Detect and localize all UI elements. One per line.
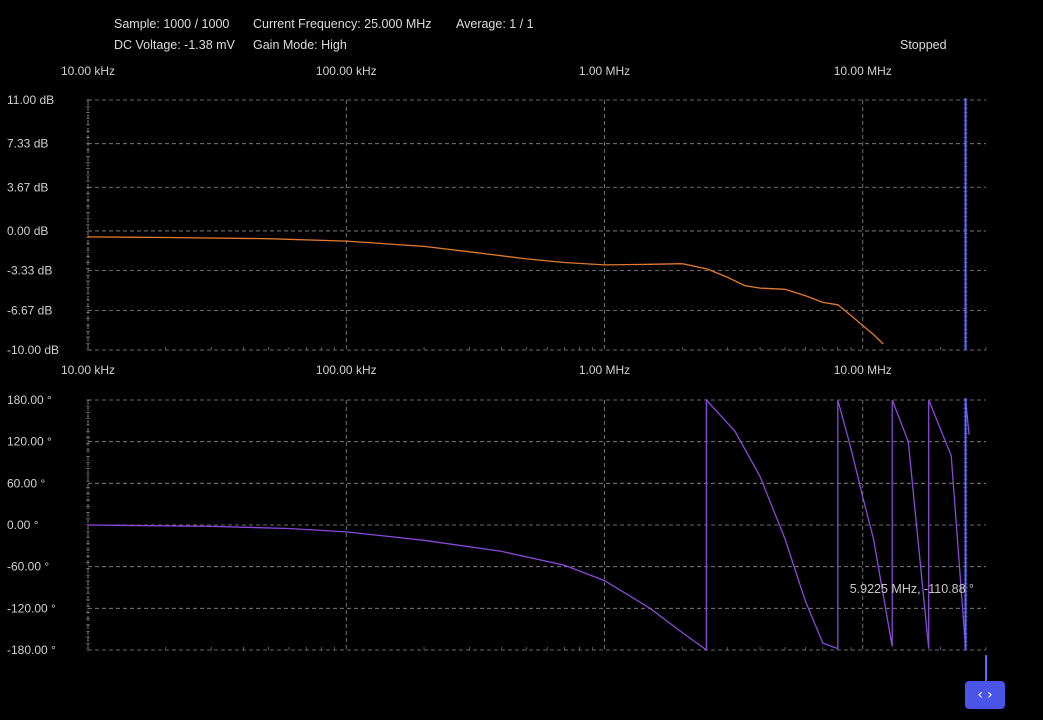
magnitude-x-tick-label: 1.00 MHz	[579, 64, 630, 78]
phase-y-tick-label: -120.00 °	[7, 601, 56, 615]
phase-y-tick-label: 120.00 °	[7, 435, 52, 449]
magnitude-y-tick-label: -10.00 dB	[7, 343, 59, 357]
phase-x-tick-label: 100.00 kHz	[316, 363, 377, 377]
magnitude-x-tick-label: 10.00 kHz	[61, 64, 115, 78]
phase-y-tick-label: 180.00 °	[7, 393, 52, 407]
sample-counter: Sample: 1000 / 1000	[114, 17, 230, 31]
magnitude-y-tick-label: 0.00 dB	[7, 224, 48, 238]
phase-trace	[87, 398, 970, 652]
dc-voltage: DC Voltage: -1.38 mV	[114, 38, 235, 52]
magnitude-trace	[87, 236, 884, 345]
gain-mode: Gain Mode: High	[253, 38, 347, 52]
phase-x-tick-label: 1.00 MHz	[579, 363, 630, 377]
magnitude-y-tick-label: -6.67 dB	[7, 303, 52, 317]
cursor-readout: 5.9225 MHz, -110.88 °	[850, 582, 974, 596]
phase-y-tick-label: -60.00 °	[7, 560, 49, 574]
magnitude-x-tick-label: 10.00 MHz	[834, 64, 892, 78]
phase-x-tick-label: 10.00 MHz	[834, 363, 892, 377]
magnitude-y-tick-label: 7.33 dB	[7, 137, 48, 151]
average-counter: Average: 1 / 1	[456, 17, 534, 31]
magnitude-x-tick-label: 100.00 kHz	[316, 64, 377, 78]
magnitude-y-tick-label: -3.33 dB	[7, 264, 52, 278]
magnitude-y-tick-label: 3.67 dB	[7, 180, 48, 194]
magnitude-y-tick-label: 11.00 dB	[7, 93, 54, 107]
phase-y-tick-label: 60.00 °	[7, 476, 45, 490]
cursor-nav-button[interactable]: ‹ ›	[965, 681, 1005, 709]
phase-x-tick-label: 10.00 kHz	[61, 363, 115, 377]
chevron-right-icon[interactable]: ›	[987, 687, 993, 703]
current-frequency: Current Frequency: 25.000 MHz	[253, 17, 432, 31]
phase-y-tick-label: 0.00 °	[7, 518, 39, 532]
run-state: Stopped	[900, 38, 947, 52]
phase-y-tick-label: -180.00 °	[7, 643, 56, 657]
chevron-left-icon[interactable]: ‹	[977, 687, 983, 703]
